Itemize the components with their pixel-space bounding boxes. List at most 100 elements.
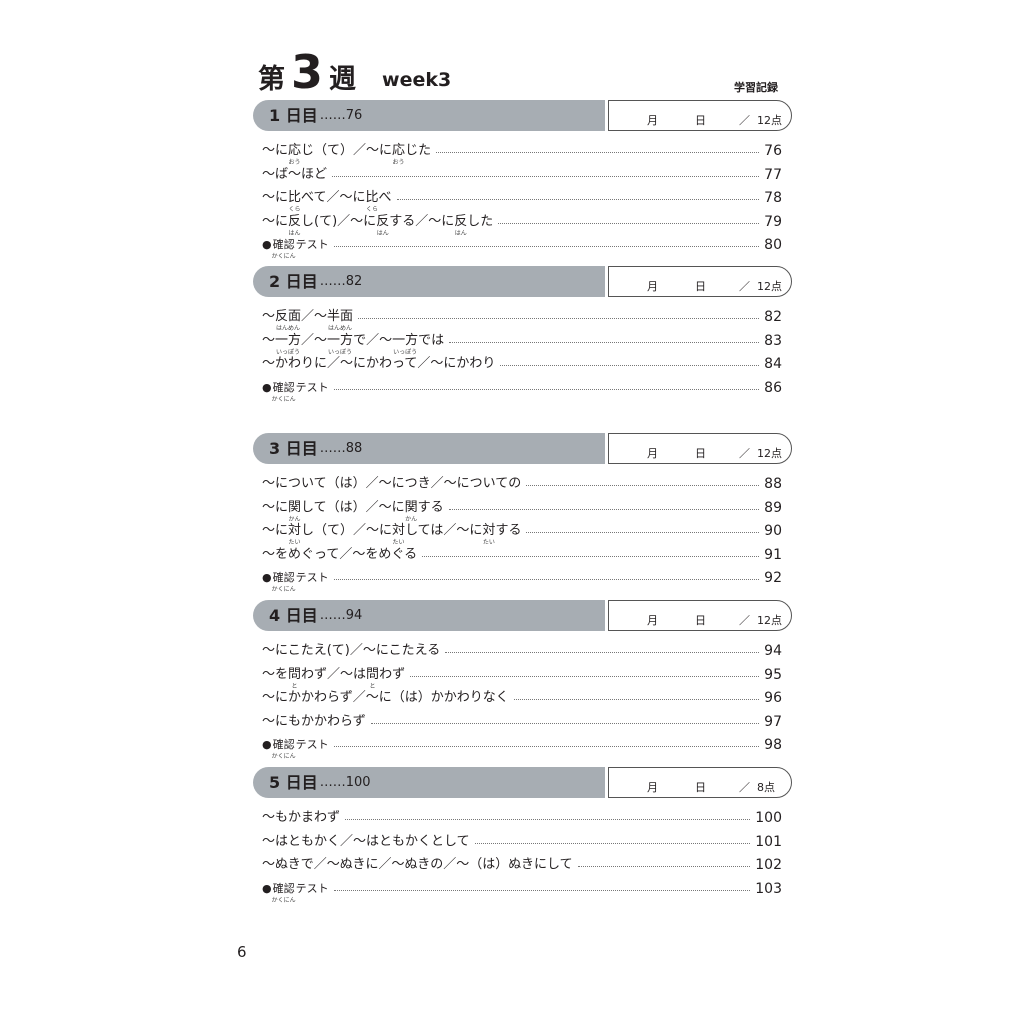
grammar-title: 〜にこたえ(て)／〜にこたえる bbox=[262, 643, 440, 659]
record-day: 日 bbox=[695, 447, 706, 460]
kanji: 確認 bbox=[272, 571, 295, 584]
text-segment: ／〜 bbox=[301, 309, 328, 324]
record-score: 12点 bbox=[757, 614, 782, 627]
furigana-word: 確認 かくにん bbox=[272, 237, 296, 260]
dot-leader bbox=[445, 643, 760, 653]
dot-leader bbox=[333, 881, 751, 891]
toc-row: 〜に比くら べて／〜に比くらべ 78 bbox=[262, 190, 782, 213]
page-ref: 83 bbox=[764, 332, 782, 349]
furigana: と bbox=[291, 682, 298, 690]
text-segment: ／〜 bbox=[301, 332, 328, 348]
grammar-title: ● 確認 かくにん テスト bbox=[262, 737, 329, 760]
furigana-word: 対たい bbox=[288, 523, 301, 546]
page-ref: 100 bbox=[755, 810, 782, 826]
text-segment: わず／〜は bbox=[301, 666, 367, 682]
grammar-title: 〜かわりに／〜にかわって／〜にかわり bbox=[262, 356, 495, 372]
day-header-bar: 5 日目 ……100 bbox=[253, 767, 605, 798]
furigana-word: 問と bbox=[366, 667, 379, 690]
text-segment: 〜に bbox=[262, 523, 289, 538]
grammar-title: 〜もかまわず bbox=[262, 810, 340, 826]
furigana: かん bbox=[405, 515, 418, 523]
day-start-page: ……100 bbox=[319, 774, 371, 790]
text-segment: ● bbox=[262, 238, 272, 251]
toc-row: 〜にもかかわらず 97 bbox=[262, 714, 782, 737]
day-label: 4 日目 bbox=[269, 605, 318, 625]
review-test-row: ● 確認 かくにん テスト 92 bbox=[262, 570, 782, 593]
text-segment: 〜について（は）／〜につき／〜についての bbox=[262, 476, 522, 491]
record-day: 日 bbox=[695, 614, 706, 627]
text-segment: 〜をめぐって／〜をめぐる bbox=[262, 546, 418, 562]
day-label: 5 日目 bbox=[269, 772, 318, 792]
grammar-title: 〜にかかわらず／〜に（は）かかわりなく bbox=[262, 690, 509, 706]
grammar-title: 〜について（は）／〜につき／〜についての bbox=[262, 476, 521, 492]
furigana: たい bbox=[392, 539, 405, 546]
furigana-word: 一方 いっぽう bbox=[275, 333, 301, 356]
study-record-box: 月 日 ／ 12点 bbox=[608, 600, 792, 631]
text-segment: ● bbox=[262, 881, 272, 895]
furigana-word: 確認 かくにん bbox=[272, 737, 296, 760]
furigana-word: 一方 いっぽう bbox=[327, 333, 353, 356]
grammar-title: 〜に関かん して（は）／〜に関かん する bbox=[262, 500, 444, 523]
text-segment: 〜 bbox=[262, 309, 276, 324]
kanji: 関 bbox=[404, 499, 418, 515]
kanji: 対 bbox=[288, 523, 302, 538]
dot-leader bbox=[449, 333, 760, 343]
text-segment: べ bbox=[378, 190, 392, 205]
review-test-row: ● 確認 かくにん テスト 80 bbox=[262, 237, 782, 260]
furigana-word: 比くら bbox=[366, 190, 379, 213]
kanji: 一方 bbox=[275, 332, 302, 348]
page-ref: 76 bbox=[764, 143, 782, 159]
furigana-word: 確認 かくにん bbox=[272, 380, 296, 403]
text-segment: ● bbox=[262, 571, 272, 584]
furigana-word: 反はん bbox=[376, 214, 389, 237]
dot-leader bbox=[526, 476, 760, 486]
day-start-page: ……94 bbox=[319, 607, 363, 623]
record-slash: ／ bbox=[739, 781, 750, 794]
record-score: 12点 bbox=[757, 114, 782, 127]
study-record-box: 月 日 ／ 12点 bbox=[608, 266, 792, 297]
toc-row: 〜はともかく／〜はともかくとして 101 bbox=[262, 834, 782, 857]
title-week-number: 3 bbox=[291, 45, 324, 99]
dot-leader bbox=[577, 857, 751, 867]
furigana-word: 関かん bbox=[405, 500, 418, 523]
dot-leader bbox=[448, 500, 760, 510]
toc-row: 〜に応おう じ（て）／〜に応おう じた 76 bbox=[262, 143, 782, 166]
text-segment: べて／〜に bbox=[301, 190, 366, 205]
furigana: いっぽう bbox=[276, 348, 301, 356]
dot-leader bbox=[498, 214, 760, 224]
kanji: 対 bbox=[392, 523, 406, 538]
page-ref: 98 bbox=[764, 737, 782, 753]
text-segment: し(て)／〜に bbox=[301, 213, 377, 229]
record-month: 月 bbox=[647, 114, 658, 127]
furigana-word: 確認 かくにん bbox=[272, 881, 296, 904]
grammar-title: ● 確認 かくにん テスト bbox=[262, 570, 329, 593]
toc-row: 〜について（は）／〜につき／〜についての 88 bbox=[262, 476, 782, 499]
toc-row: 〜ば〜ほど 77 bbox=[262, 167, 782, 190]
kanji: 反 bbox=[454, 213, 468, 229]
dot-leader bbox=[333, 570, 760, 580]
day-header-bar: 1 日目 ……76 bbox=[253, 100, 605, 131]
furigana: はん bbox=[454, 229, 467, 237]
day-header-bar: 4 日目 ……94 bbox=[253, 600, 605, 631]
text-segment: ● bbox=[262, 380, 272, 394]
furigana: おう bbox=[392, 159, 405, 166]
toc-row: 〜を問とわず／〜は問とわず 95 bbox=[262, 667, 782, 690]
furigana: と bbox=[369, 682, 376, 690]
page-ref: 102 bbox=[755, 857, 782, 873]
kanji: 比 bbox=[288, 190, 302, 205]
kanji: 反 bbox=[376, 213, 390, 229]
toc-row: 〜に反はん し(て)／〜に反はん する／〜に反はん した 79 bbox=[262, 214, 782, 237]
furigana-word: 確認 かくにん bbox=[272, 570, 296, 593]
kanji: 問 bbox=[288, 666, 302, 682]
furigana: おう bbox=[288, 159, 301, 166]
text-segment: で／〜 bbox=[353, 332, 393, 348]
text-segment: 〜に bbox=[262, 213, 289, 229]
furigana-word: 半面 はんめん bbox=[327, 309, 353, 332]
kanji: 確認 bbox=[272, 380, 295, 394]
toc-row: 〜かわりに／〜にかわって／〜にかわり 84 bbox=[262, 356, 782, 379]
page-ref: 77 bbox=[764, 166, 782, 183]
kanji: 関 bbox=[288, 499, 302, 515]
record-slash: ／ bbox=[739, 614, 750, 627]
dot-leader bbox=[396, 190, 760, 200]
text-segment: わず bbox=[379, 666, 406, 682]
